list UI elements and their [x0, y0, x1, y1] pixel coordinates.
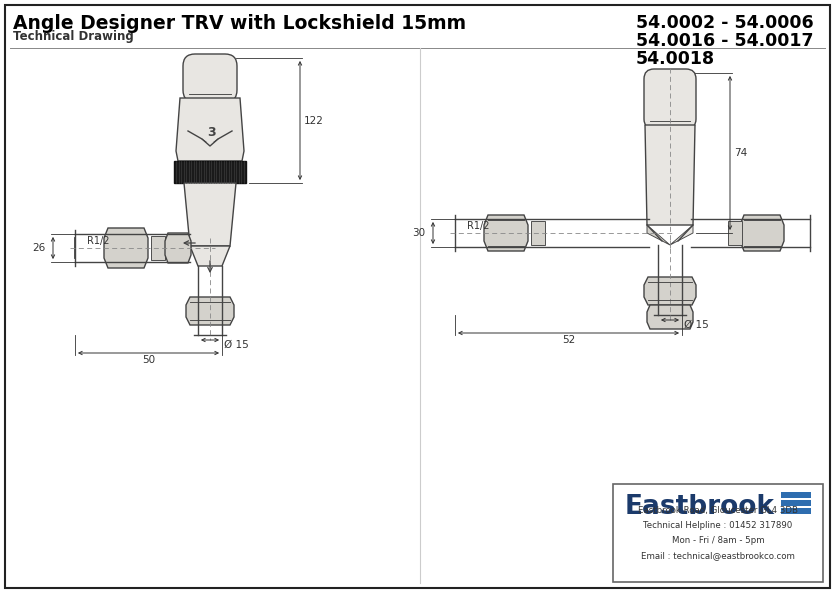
Polygon shape [190, 246, 230, 266]
Text: 26: 26 [33, 243, 46, 253]
Text: Ø 15: Ø 15 [684, 320, 709, 330]
Text: Email : technical@eastbrookco.com: Email : technical@eastbrookco.com [641, 551, 795, 560]
FancyBboxPatch shape [644, 69, 696, 129]
Text: Mon - Fri / 8am - 5pm: Mon - Fri / 8am - 5pm [671, 536, 764, 545]
Polygon shape [670, 225, 693, 245]
Polygon shape [165, 233, 191, 263]
FancyBboxPatch shape [183, 54, 237, 102]
Text: Eastbrook Road, Gloucester GL4 3DB: Eastbrook Road, Gloucester GL4 3DB [638, 506, 798, 515]
Text: 54.0002 - 54.0006: 54.0002 - 54.0006 [636, 14, 813, 32]
Text: 122: 122 [304, 116, 324, 126]
Polygon shape [644, 277, 696, 305]
Polygon shape [645, 125, 695, 225]
Text: 74: 74 [734, 148, 747, 158]
Text: Technical Helpline : 01452 317890: Technical Helpline : 01452 317890 [644, 521, 792, 530]
Text: 54.0016 - 54.0017: 54.0016 - 54.0017 [636, 32, 813, 50]
Text: 3: 3 [208, 126, 216, 139]
Bar [728, 221, 742, 245]
Bar [781, 492, 811, 498]
Bar [781, 508, 811, 514]
Text: R1/2: R1/2 [87, 236, 109, 246]
Text: Angle Designer TRV with Lockshield 15mm: Angle Designer TRV with Lockshield 15mm [13, 14, 466, 33]
Polygon shape [647, 225, 670, 245]
Text: Ø 15: Ø 15 [224, 340, 249, 350]
Polygon shape [184, 183, 236, 246]
Text: Eastbrook: Eastbrook [625, 494, 775, 520]
Text: 50: 50 [142, 355, 155, 365]
Text: R1/2: R1/2 [467, 221, 489, 231]
Text: 54.0018: 54.0018 [636, 50, 715, 68]
Text: 30: 30 [412, 228, 426, 238]
Polygon shape [740, 215, 784, 251]
Polygon shape [484, 215, 528, 251]
Bar [531, 221, 545, 245]
Text: Technical Drawing: Technical Drawing [13, 30, 134, 43]
Bar [174, 161, 246, 183]
Polygon shape [104, 228, 148, 268]
Bar [151, 236, 165, 260]
Polygon shape [647, 305, 693, 329]
Polygon shape [186, 297, 234, 325]
Bar [613, 484, 823, 582]
Text: 52: 52 [562, 335, 575, 345]
Polygon shape [176, 98, 244, 161]
Bar [781, 500, 811, 506]
